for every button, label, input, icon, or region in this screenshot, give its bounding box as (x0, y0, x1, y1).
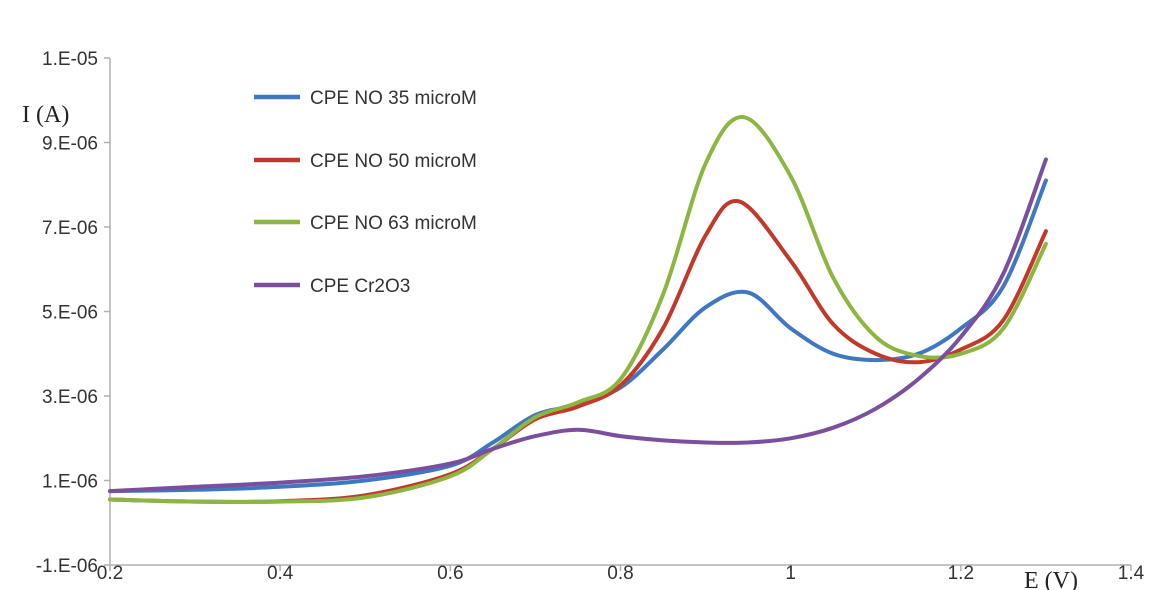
y-tick-group: -1.E-06 1.E-06 3.E-06 5.E-06 7.E-06 9.E-06 1.E… (36, 49, 110, 577)
y-tick-label: 7.E-06 (42, 218, 98, 239)
series-line-4 (108, 157, 1048, 494)
y-tick-label: 1.E-05 (42, 49, 98, 70)
legend: CPE NO 35 microM CPE NO 50 microM CPE NO 6… (254, 88, 477, 297)
x-tick-label: 1.4 (1118, 563, 1145, 584)
x-tick-label: 1 (785, 563, 796, 584)
x-tick-label: 1.2 (948, 563, 974, 584)
x-tick-label: 0.6 (437, 563, 463, 584)
x-axis-label: E (V) (1024, 568, 1078, 590)
y-axis-label: I (A) (22, 102, 69, 128)
legend-label-1: CPE NO 35 microM (310, 88, 477, 109)
x-tick-label: 0.2 (97, 563, 123, 584)
x-tick-group: 0.2 0.4 0.6 0.8 1 1.2 1.4 (97, 563, 1145, 584)
x-tick-label: 0.8 (607, 563, 633, 584)
legend-label-3: CPE NO 63 microM (310, 213, 477, 234)
y-tick-label: -1.E-06 (36, 556, 98, 577)
x-tick-label: 0.4 (267, 563, 294, 584)
y-tick-label: 9.E-06 (42, 134, 98, 155)
series-line-1 (108, 178, 1048, 494)
y-tick-label: 5.E-06 (42, 303, 98, 324)
legend-label-4: CPE Cr2O3 (310, 276, 410, 297)
y-tick-label: 3.E-06 (42, 387, 98, 408)
legend-label-2: CPE NO 50 microM (310, 151, 477, 172)
y-tick-label: 1.E-06 (42, 472, 98, 493)
series-line-3 (108, 115, 1048, 505)
series-group (108, 115, 1048, 505)
